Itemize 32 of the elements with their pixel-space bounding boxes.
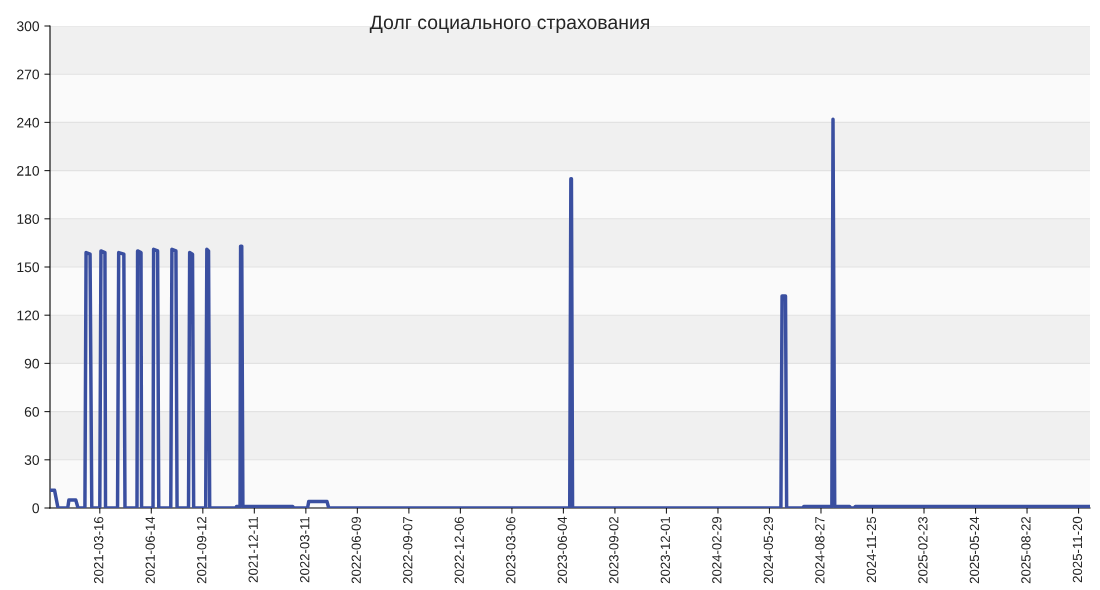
y-tick-label: 180 <box>17 214 40 224</box>
chart-title: Долг социального страхования <box>369 15 650 34</box>
x-tick-label: 2023-12-01 <box>660 516 670 584</box>
y-tick-label: 30 <box>24 455 40 465</box>
x-tick-label: 2022-12-06 <box>454 516 464 584</box>
x-tick-label: 2021-06-14 <box>145 516 155 584</box>
x-tick-label: 2025-02-23 <box>918 516 928 584</box>
x-tick-label: 2024-02-29 <box>712 516 722 584</box>
y-tick-label: 60 <box>24 406 40 417</box>
y-tick-label: 300 <box>16 21 40 32</box>
y-tick-label: 120 <box>17 310 40 321</box>
y-tick-label: 270 <box>17 69 40 80</box>
x-tick-label: 2022-03-11 <box>300 516 310 583</box>
x-tick-label: 2025-05-24 <box>969 516 980 584</box>
x-tick-label: 2024-05-29 <box>763 516 774 584</box>
x-tick-label: 2024-08-27 <box>815 516 825 584</box>
y-tick-label: 150 <box>17 262 40 273</box>
x-tick-label: 2022-09-07 <box>403 516 413 584</box>
x-tick-label: 2021-12-11 <box>248 516 258 583</box>
x-tick-label: 2022-06-09 <box>351 516 361 584</box>
x-tick-label: 2023-03-06 <box>506 516 516 584</box>
y-tick-label: 0 <box>32 503 40 514</box>
x-tick-label: 2025-08-22 <box>1021 516 1031 584</box>
x-tick-label: 2023-09-02 <box>609 516 619 584</box>
y-tick-label: 90 <box>24 358 40 369</box>
x-tick-label: 2024-11-25 <box>866 516 877 583</box>
x-tick-label: 2021-03-16 <box>93 516 104 584</box>
x-tick-label: 2023-06-04 <box>557 516 567 584</box>
y-tick-label: 240 <box>17 117 40 128</box>
x-tick-label: 2021-09-12 <box>197 516 207 584</box>
x-tick-label: 2025-11-20 <box>1072 516 1083 583</box>
y-tick-label: 210 <box>17 165 40 176</box>
